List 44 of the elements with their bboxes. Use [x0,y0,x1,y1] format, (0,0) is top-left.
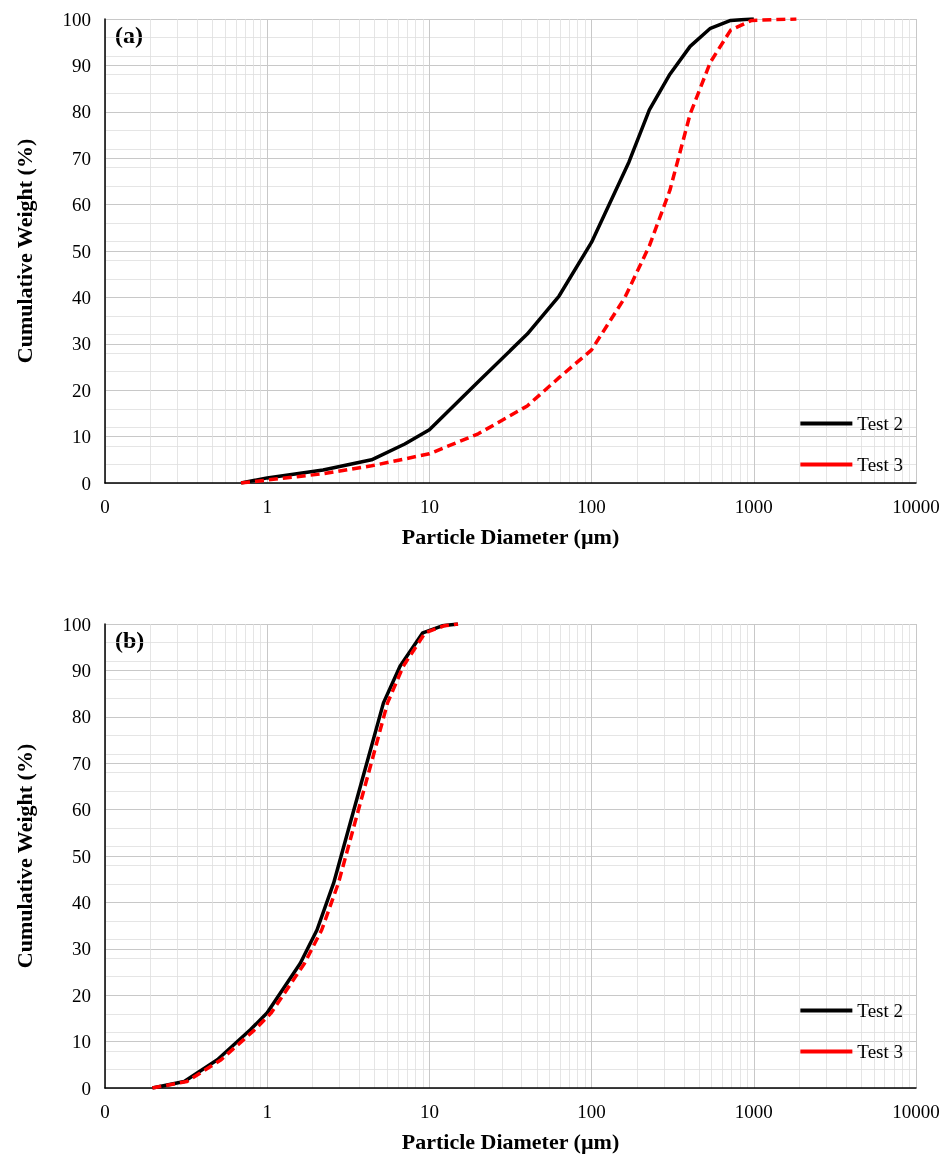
x-tick-label: 1 [262,496,272,517]
x-axis-title: Particle Diameter (µm) [401,523,620,549]
y-tick-label: 10 [72,426,91,448]
y-tick-label: 20 [72,379,91,401]
y-tick-label: 50 [72,845,91,867]
legend-label: Test 2 [857,413,904,434]
legend-label: Test 3 [857,1041,904,1062]
y-tick-label: 0 [81,472,91,494]
x-tick-label: 0 [100,1101,110,1122]
y-tick-label: 70 [72,147,91,169]
x-tick-label: 10000 [892,496,940,517]
legend-label: Test 3 [857,454,904,475]
x-tick-label: 1000 [734,1101,773,1122]
y-axis-title: Cumulative Weight (%) [11,743,37,969]
y-tick-label: 30 [72,333,91,355]
y-tick-label: 40 [72,286,91,308]
y-tick-label: 0 [81,1077,91,1099]
y-tick-label: 100 [62,613,91,635]
x-tick-label: 10 [419,1101,439,1122]
y-tick-label: 60 [72,194,91,216]
y-tick-label: 90 [72,54,91,76]
y-axis-title: Cumulative Weight (%) [11,138,37,364]
x-tick-label: 100 [577,1101,606,1122]
x-tick-label: 100 [577,496,606,517]
x-tick-label: 10 [419,496,439,517]
y-tick-label: 20 [72,984,91,1006]
x-tick-label: 0 [100,496,110,517]
y-tick-label: 80 [72,706,91,728]
y-tick-label: 60 [72,799,91,821]
y-tick-label: 80 [72,101,91,123]
y-tick-label: 70 [72,752,91,774]
legend-label: Test 2 [857,1000,904,1021]
y-tick-label: 30 [72,938,91,960]
annotation: (a) [115,22,143,48]
annotation: (b) [115,627,145,653]
y-tick-label: 50 [72,240,91,262]
y-tick-label: 100 [62,8,91,30]
x-tick-label: 1 [262,1101,272,1122]
y-tick-label: 90 [72,659,91,681]
x-axis-title: Particle Diameter (µm) [401,1128,620,1154]
y-tick-label: 40 [72,891,91,913]
x-tick-label: 1000 [734,496,773,517]
x-tick-label: 10000 [892,1101,940,1122]
y-tick-label: 10 [72,1031,91,1053]
